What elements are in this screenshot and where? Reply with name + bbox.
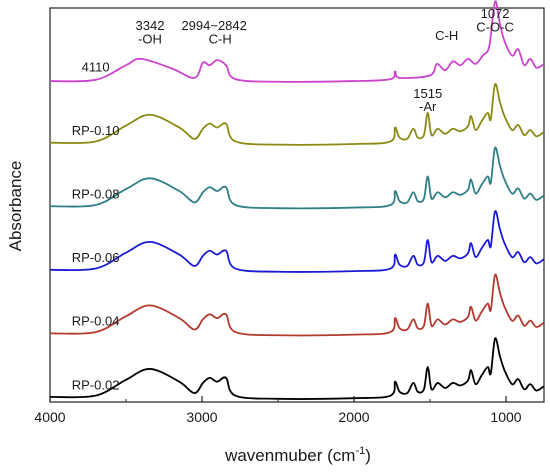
peak-annotation: -Ar (419, 99, 437, 114)
series-label: RP-0.10 (72, 123, 120, 138)
series-label: RP-0.08 (72, 187, 120, 202)
plot-area (49, 7, 545, 403)
x-tick-label: 3000 (186, 409, 217, 425)
peak-annotation: -OH (138, 32, 162, 47)
plot-frame (49, 7, 545, 403)
x-tick-label: 2000 (338, 409, 369, 425)
peak-annotation: C-H (209, 32, 232, 47)
peak-annotation: 2994~2842 (181, 18, 246, 33)
series-label: RP-0.04 (72, 314, 120, 329)
x-tick-label: 4000 (34, 409, 65, 425)
series-line-RP-0.02 (49, 337, 545, 400)
series-line-4110 (49, 0, 545, 83)
series-label: RP-0.06 (72, 250, 120, 265)
series-line-RP-0.10 (49, 83, 545, 146)
peak-annotation: 1515 (413, 86, 442, 101)
y-axis-label: Absorbance (6, 161, 25, 252)
peak-annotation: 1072 (481, 6, 510, 21)
peak-annotation: C-O-C (476, 20, 514, 35)
series-layer (49, 0, 545, 400)
series-line-RP-0.06 (49, 210, 545, 273)
series-label: 4110 (82, 60, 110, 75)
series-line-RP-0.04 (49, 273, 545, 337)
x-tick-label: 1000 (490, 409, 521, 425)
peak-annotation: C-H (435, 28, 458, 43)
series-label: RP-0.02 (72, 377, 120, 392)
peak-annotation: 3342 (136, 18, 165, 33)
x-axis-label: wavenmuber (cm-1) (224, 445, 371, 465)
series-labels: RP-0.02 RP-0.04 RP-0.06 RP-0.08 RP-0.10 4110 (72, 60, 120, 393)
x-axis: 4000 3000 2000 1000 (34, 396, 522, 425)
series-line-RP-0.08 (49, 146, 545, 210)
